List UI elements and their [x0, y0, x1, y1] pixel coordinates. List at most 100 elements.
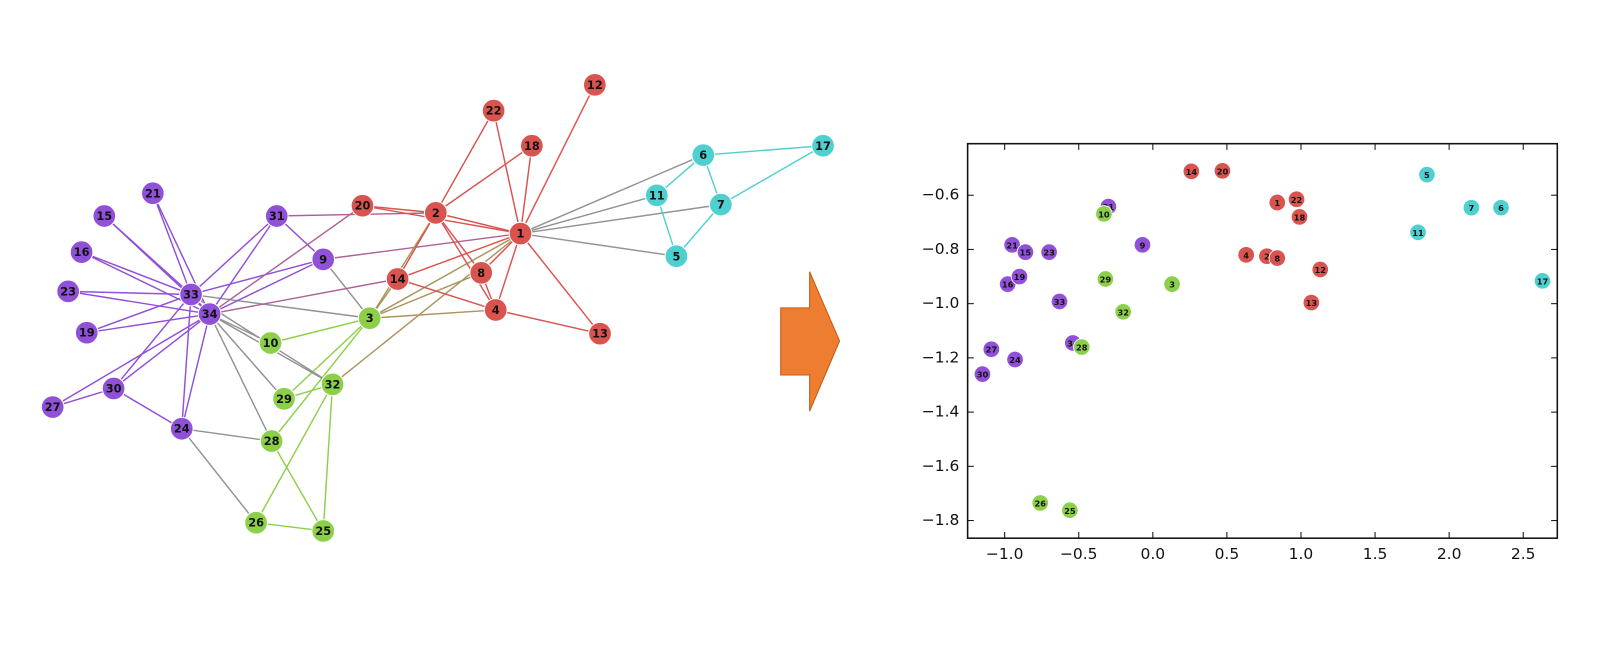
edge: [86, 293, 192, 334]
node-label: 21: [145, 186, 161, 200]
node-label: 12: [587, 78, 603, 92]
edge: [495, 233, 522, 311]
edge: [492, 110, 522, 234]
node-label: 5: [672, 249, 680, 263]
node: [664, 244, 689, 269]
point: [1096, 270, 1115, 288]
edge: [181, 428, 272, 442]
point: [1016, 243, 1035, 261]
edge: [332, 232, 521, 385]
edge: [190, 215, 278, 296]
node-label: 34: [202, 307, 218, 321]
edge: [208, 313, 273, 442]
node: [40, 395, 65, 419]
edge: [369, 272, 482, 319]
edge: [519, 233, 601, 335]
node-label: 9: [319, 252, 327, 266]
node-label: 8: [477, 266, 485, 280]
edge: [283, 317, 371, 400]
edge: [68, 290, 210, 315]
edge: [209, 258, 324, 315]
node-label: 14: [390, 272, 406, 286]
node: [708, 192, 733, 217]
node: [169, 416, 194, 441]
point-label: 24: [1009, 355, 1021, 365]
edge: [52, 313, 211, 408]
edge: [396, 212, 437, 280]
point-label: 17: [1537, 276, 1549, 286]
node: [582, 72, 607, 97]
edge: [152, 193, 192, 295]
point: [973, 365, 992, 383]
node-label: 10: [263, 336, 279, 350]
point: [982, 340, 1001, 358]
node: [311, 247, 336, 272]
y-tick-label: −1.4: [922, 403, 960, 421]
point: [1006, 350, 1024, 369]
node: [311, 519, 336, 543]
point: [1462, 199, 1481, 217]
edge: [209, 278, 398, 315]
node-label: 27: [45, 400, 61, 414]
node: [244, 510, 268, 535]
point: [1031, 494, 1049, 512]
x-tick-label: 1.5: [1363, 545, 1388, 563]
point-label: 27: [986, 345, 998, 355]
edge: [520, 232, 677, 257]
node: [469, 260, 494, 285]
point-label: 5: [1424, 170, 1430, 180]
edge: [520, 154, 704, 235]
node-label: 11: [649, 188, 665, 202]
edge: [181, 294, 192, 429]
node: [92, 204, 117, 228]
edge: [113, 294, 192, 389]
point-label: 12: [1315, 265, 1327, 275]
point-label: 29: [1100, 275, 1112, 285]
edge: [397, 232, 521, 280]
point: [1003, 236, 1021, 254]
edge: [181, 428, 257, 524]
x-tick-label: 2.0: [1437, 545, 1462, 563]
node-label: 20: [355, 199, 371, 213]
x-tick-label: −1.0: [986, 545, 1024, 563]
node: [481, 98, 506, 123]
edge: [435, 212, 497, 311]
point: [1418, 165, 1436, 184]
point-label: 3: [1169, 280, 1175, 290]
point: [1268, 193, 1286, 212]
edge: [113, 313, 211, 390]
node: [272, 386, 296, 411]
point-label: 8: [1274, 254, 1280, 264]
scatter-plot: −1.0 −0.5 0.0 0.5 1.0 1.5 2.0 2.5 −0.6 −0.8 −1.0 −1…: [922, 142, 1559, 563]
node-label: 6: [699, 148, 707, 162]
point: [1133, 236, 1152, 254]
y-tick-label: −0.8: [922, 240, 960, 258]
point: [1213, 162, 1232, 180]
point-label: 22: [1291, 195, 1303, 205]
point-label: 20: [1217, 166, 1229, 176]
node-label: 25: [315, 524, 331, 538]
edge: [520, 203, 721, 235]
node-label: 22: [486, 104, 502, 118]
y-tick-label: −1.6: [922, 457, 960, 475]
point: [1073, 338, 1091, 356]
node-label: 32: [325, 377, 341, 391]
edge: [270, 317, 370, 344]
point: [1492, 199, 1510, 217]
node: [74, 320, 99, 345]
point: [1061, 501, 1079, 519]
node-label: 2: [432, 206, 440, 220]
point-label: 32: [1117, 307, 1129, 317]
edge: [209, 313, 285, 400]
point: [1311, 260, 1329, 279]
node: [811, 133, 835, 158]
x-tick-label: 0.5: [1215, 545, 1240, 563]
edge: [495, 309, 601, 335]
edge: [68, 290, 192, 296]
point: [1050, 292, 1069, 311]
edge: [703, 145, 824, 156]
point-label: 19: [1014, 272, 1026, 282]
edge: [397, 278, 496, 311]
edge: [369, 212, 437, 319]
